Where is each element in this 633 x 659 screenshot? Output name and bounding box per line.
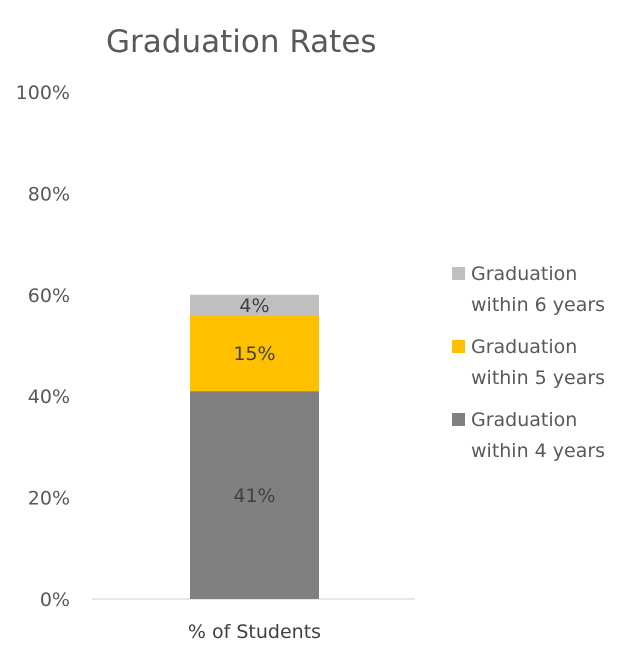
legend-label: within 5 years <box>471 367 605 389</box>
y-tick-label: 40% <box>28 386 70 408</box>
legend-label: Graduation <box>471 336 577 358</box>
data-label: 15% <box>233 343 275 365</box>
stacked-bar-segments <box>190 294 319 599</box>
bar-segment <box>190 391 319 599</box>
legend: Graduation within 6 years Graduation within… <box>452 263 605 462</box>
legend-label: Graduation <box>471 409 577 431</box>
bar-segment <box>190 315 319 392</box>
y-tick-label: 20% <box>28 488 70 510</box>
legend-label: within 4 years <box>471 440 605 462</box>
y-tick-label: 80% <box>28 183 70 205</box>
x-axis-category-labels: % of Students <box>188 621 321 643</box>
y-tick-label: 60% <box>28 285 70 307</box>
bar-segment <box>190 294 319 316</box>
data-label: 4% <box>239 295 269 317</box>
legend-swatch <box>452 340 465 353</box>
y-tick-label: 100% <box>16 82 70 104</box>
x-category-label: % of Students <box>188 621 321 643</box>
legend-label: Graduation <box>471 263 577 285</box>
data-labels: 41% 15% 4% <box>233 295 275 507</box>
data-label: 41% <box>233 485 275 507</box>
y-tick-label: 0% <box>40 589 70 611</box>
y-axis-tick-labels: 0% 20% 40% 60% 80% 100% <box>16 82 70 611</box>
legend-swatch <box>452 267 465 280</box>
legend-swatch <box>452 413 465 426</box>
legend-label: within 6 years <box>471 294 605 316</box>
chart-title: Graduation Rates <box>106 24 377 60</box>
